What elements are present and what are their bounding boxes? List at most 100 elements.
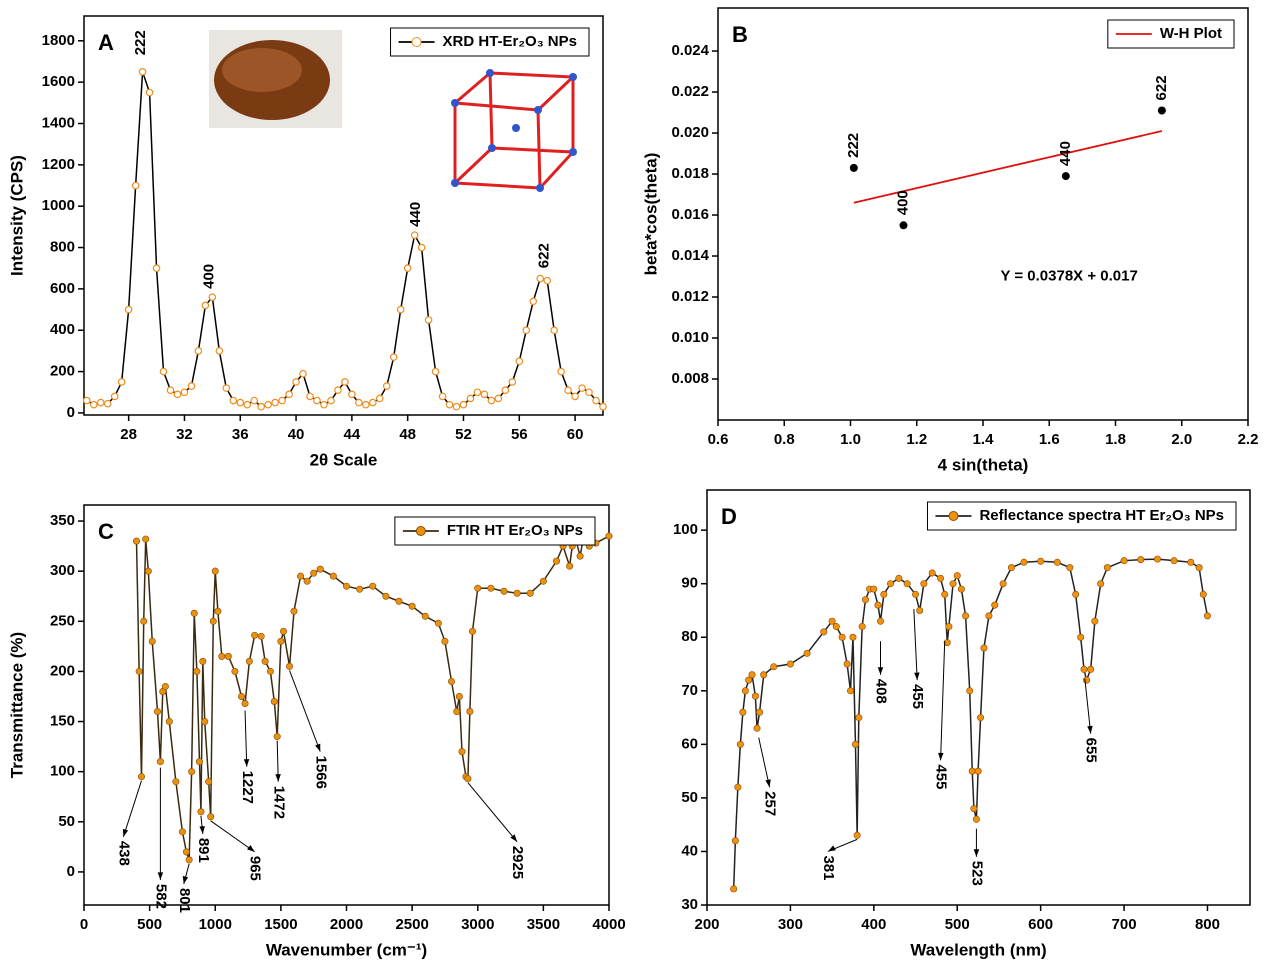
- data-point: [974, 767, 982, 775]
- data-point: [201, 718, 209, 726]
- data-point: [199, 657, 207, 665]
- data-point: [286, 662, 294, 670]
- data-point: [173, 390, 182, 399]
- x-tick-label: 400: [861, 916, 886, 933]
- data-point: [770, 663, 778, 671]
- data-point: [578, 384, 586, 392]
- data-point: [529, 297, 538, 306]
- data-point: [250, 396, 259, 405]
- y-tick-label: 600: [50, 280, 75, 297]
- data-point: [1066, 564, 1074, 572]
- arrow-head: [827, 845, 836, 852]
- annotation: 400: [201, 264, 218, 289]
- data-point: [310, 569, 318, 577]
- x-tick-label: 60: [567, 426, 584, 443]
- data-point: [730, 885, 738, 893]
- y-tick-label: 80: [681, 628, 698, 645]
- data-point: [464, 775, 472, 783]
- data-point: [466, 394, 475, 403]
- series-line: [732, 558, 1209, 889]
- legend-marker: [411, 37, 422, 47]
- data-point: [838, 633, 846, 641]
- data-point: [513, 589, 521, 597]
- data-point: [342, 582, 350, 590]
- data-point: [140, 617, 148, 625]
- data-point: [271, 398, 279, 407]
- x-axis-label: Wavenumber (cm⁻¹): [266, 940, 427, 959]
- data-point: [348, 390, 356, 399]
- data-point: [362, 400, 370, 409]
- annotation-arrow: [940, 641, 946, 761]
- data-point: [103, 399, 112, 408]
- data-point: [748, 671, 756, 679]
- data-point: [182, 848, 190, 856]
- data-point: [285, 390, 293, 399]
- data-point: [188, 768, 196, 776]
- data-point: [214, 607, 222, 615]
- data-point: [257, 632, 265, 640]
- data-point: [243, 400, 252, 409]
- data-point: [209, 617, 217, 625]
- data-point: [156, 758, 164, 766]
- y-axis-label: beta*cos(theta): [641, 153, 660, 276]
- fit-line: [853, 130, 1163, 204]
- y-tick-label: 60: [681, 735, 698, 752]
- data-point: [566, 562, 574, 570]
- data-point: [912, 590, 920, 598]
- data-point: [736, 740, 744, 748]
- data-point: [1157, 106, 1166, 115]
- data-point: [571, 392, 579, 401]
- y-tick-label: 70: [681, 682, 698, 699]
- x-axis-label: Wavelength (nm): [910, 940, 1046, 959]
- data-point: [89, 400, 98, 409]
- data-point: [870, 585, 878, 593]
- annotation-arrow: [244, 710, 248, 767]
- data-point: [487, 584, 495, 592]
- y-tick-label: 50: [58, 813, 75, 830]
- data-point: [299, 369, 307, 378]
- x-axis-label: 2θ Scale: [310, 450, 378, 469]
- data-point: [1077, 633, 1085, 641]
- data-point: [224, 652, 232, 660]
- data-point: [264, 400, 272, 409]
- legend-label: XRD HT-Er₂O₃ NPs: [443, 33, 577, 50]
- data-point: [1020, 558, 1028, 566]
- y-tick-label: 1400: [42, 114, 75, 131]
- y-tick-label: 0.022: [671, 83, 709, 100]
- y-tick-label: 200: [50, 363, 75, 380]
- x-tick-label: 2.0: [1171, 431, 1192, 448]
- data-point: [135, 667, 143, 675]
- data-point: [1195, 564, 1203, 572]
- y-tick-label: 50: [681, 789, 698, 806]
- x-tick-label: 52: [455, 426, 472, 443]
- data-point: [145, 88, 154, 97]
- annotation: 1227: [239, 771, 256, 804]
- data-point: [241, 699, 249, 707]
- y-tick-label: 0.016: [671, 206, 709, 223]
- data-point: [368, 398, 377, 407]
- data-point: [1091, 617, 1099, 625]
- annotation: 1472: [270, 786, 287, 819]
- data-point: [916, 606, 924, 614]
- data-point: [117, 378, 126, 386]
- data-point: [355, 398, 363, 407]
- data-point: [576, 552, 584, 560]
- data-point: [876, 617, 884, 625]
- annotation: 438: [115, 841, 132, 866]
- x-tick-label: 300: [778, 916, 803, 933]
- data-point: [474, 584, 482, 592]
- data-point: [937, 574, 945, 582]
- x-tick-label: 44: [344, 426, 361, 443]
- data-point: [851, 740, 859, 748]
- data-point: [1187, 558, 1195, 566]
- annotation: 655: [1083, 738, 1100, 763]
- x-tick-label: 1500: [264, 916, 297, 933]
- data-point: [855, 714, 863, 722]
- data-point: [526, 589, 534, 597]
- x-tick-label: 28: [120, 426, 137, 443]
- data-point: [468, 627, 476, 635]
- point-label: 440: [1057, 141, 1074, 166]
- annotation: 381: [820, 855, 837, 880]
